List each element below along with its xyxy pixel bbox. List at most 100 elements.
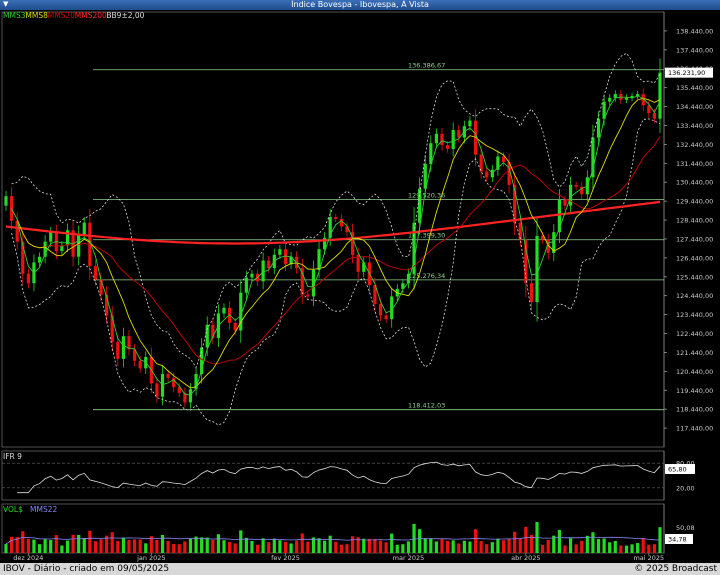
- candle: [172, 377, 176, 388]
- volume-bar: [362, 538, 366, 553]
- candle: [513, 184, 517, 223]
- panel-frame-2: [1, 450, 665, 501]
- volume-bar: [373, 539, 377, 553]
- volume-bar: [568, 538, 573, 553]
- candle: [317, 249, 321, 270]
- candle: [205, 324, 209, 348]
- volume-bar: [619, 545, 623, 553]
- volume-bar: [630, 544, 634, 553]
- volume-bar: [15, 536, 19, 553]
- mms200-line: [5, 200, 661, 245]
- volume-bar: [116, 541, 120, 553]
- volume-bar: [216, 534, 221, 553]
- candle: [132, 349, 137, 361]
- volume-bar: [591, 532, 595, 553]
- candle: [43, 241, 47, 257]
- volume-bar: [434, 541, 439, 553]
- level-line-label: 136.386,67: [408, 62, 445, 70]
- volume-bar: [636, 543, 640, 553]
- level-line-label: 127.399,30: [408, 232, 445, 240]
- volume-last-box: [665, 534, 693, 544]
- level-line-label: 129.520,36: [408, 192, 445, 200]
- candle: [82, 222, 86, 235]
- candle: [563, 199, 567, 206]
- volume-bar: [445, 540, 450, 553]
- legend-entry: MMS8: [25, 11, 48, 20]
- volume-bar: [608, 542, 612, 553]
- candle: [127, 336, 131, 350]
- candle: [490, 169, 494, 178]
- volume-level-label: 50,08: [676, 524, 695, 532]
- candle: [468, 120, 472, 127]
- volume-bar: [641, 538, 645, 553]
- volume-bar: [647, 544, 651, 553]
- candle: [4, 196, 8, 206]
- level-line-label: 118.412,03: [408, 402, 445, 410]
- candle: [608, 97, 612, 102]
- x-tick-label: mai 2025: [633, 554, 664, 562]
- candle: [105, 294, 109, 316]
- candle: [373, 285, 377, 305]
- volume-bar: [429, 538, 433, 553]
- candle: [535, 235, 539, 303]
- volume-bar: [451, 540, 455, 553]
- candle: [21, 241, 25, 274]
- volume-bar: [239, 530, 243, 553]
- volume-bar: [418, 529, 422, 553]
- candle: [77, 234, 81, 257]
- candle: [121, 336, 125, 359]
- candle: [641, 94, 645, 106]
- candle: [200, 347, 204, 374]
- volume-bar: [160, 534, 165, 553]
- legend-entry: MMS3: [3, 11, 26, 20]
- volume-bar: [496, 538, 500, 553]
- volume-bar: [613, 540, 617, 553]
- volume-bar: [205, 537, 209, 553]
- bollinger-lower-line: [11, 118, 661, 426]
- candle: [390, 296, 394, 320]
- candle: [26, 273, 30, 284]
- volume-bar: [501, 540, 506, 553]
- volume-last-label: 34,78: [668, 536, 687, 544]
- candle: [328, 217, 332, 238]
- footer-bar: IBOV - Diário - criado em 09/05/2025 © 2…: [0, 563, 720, 575]
- volume-bar: [378, 540, 383, 553]
- candle: [485, 171, 489, 178]
- candle: [434, 133, 439, 144]
- candle: [557, 199, 561, 233]
- window-title: Índice Bovespa - Ibovespa, À Vista: [291, 0, 429, 9]
- candle: [457, 130, 461, 138]
- candle: [160, 373, 165, 397]
- candle: [138, 360, 142, 369]
- candle: [479, 154, 483, 172]
- candle: [311, 269, 316, 297]
- volume-bar: [602, 538, 606, 553]
- candle: [378, 304, 383, 316]
- candle: [624, 97, 629, 100]
- candle: [334, 217, 338, 219]
- candle: [177, 387, 181, 393]
- volume-bar: [272, 538, 276, 553]
- volume-bar: [557, 529, 561, 553]
- candle: [65, 230, 70, 246]
- volume-bar: [60, 545, 64, 553]
- volume-bar: [423, 538, 427, 553]
- volume-bar: [300, 533, 304, 553]
- candle: [501, 156, 506, 163]
- candle: [116, 341, 120, 359]
- volume-bar: [513, 531, 517, 553]
- footer-copyright: © 2025 Broadcast: [634, 564, 717, 574]
- candle: [15, 220, 19, 242]
- window-menu-icon[interactable]: ▼: [3, 0, 9, 8]
- volume-bar: [244, 537, 248, 553]
- volume-bar: [149, 536, 153, 553]
- volume-bar: [132, 539, 137, 553]
- candle: [524, 239, 528, 284]
- candle: [93, 266, 98, 280]
- candles: [4, 58, 662, 409]
- y-tick-label: 124.440,00: [676, 292, 713, 300]
- y-tick-label: 135.440,00: [676, 84, 713, 92]
- candle: [440, 133, 444, 146]
- candle: [222, 307, 226, 314]
- candle: [244, 277, 248, 293]
